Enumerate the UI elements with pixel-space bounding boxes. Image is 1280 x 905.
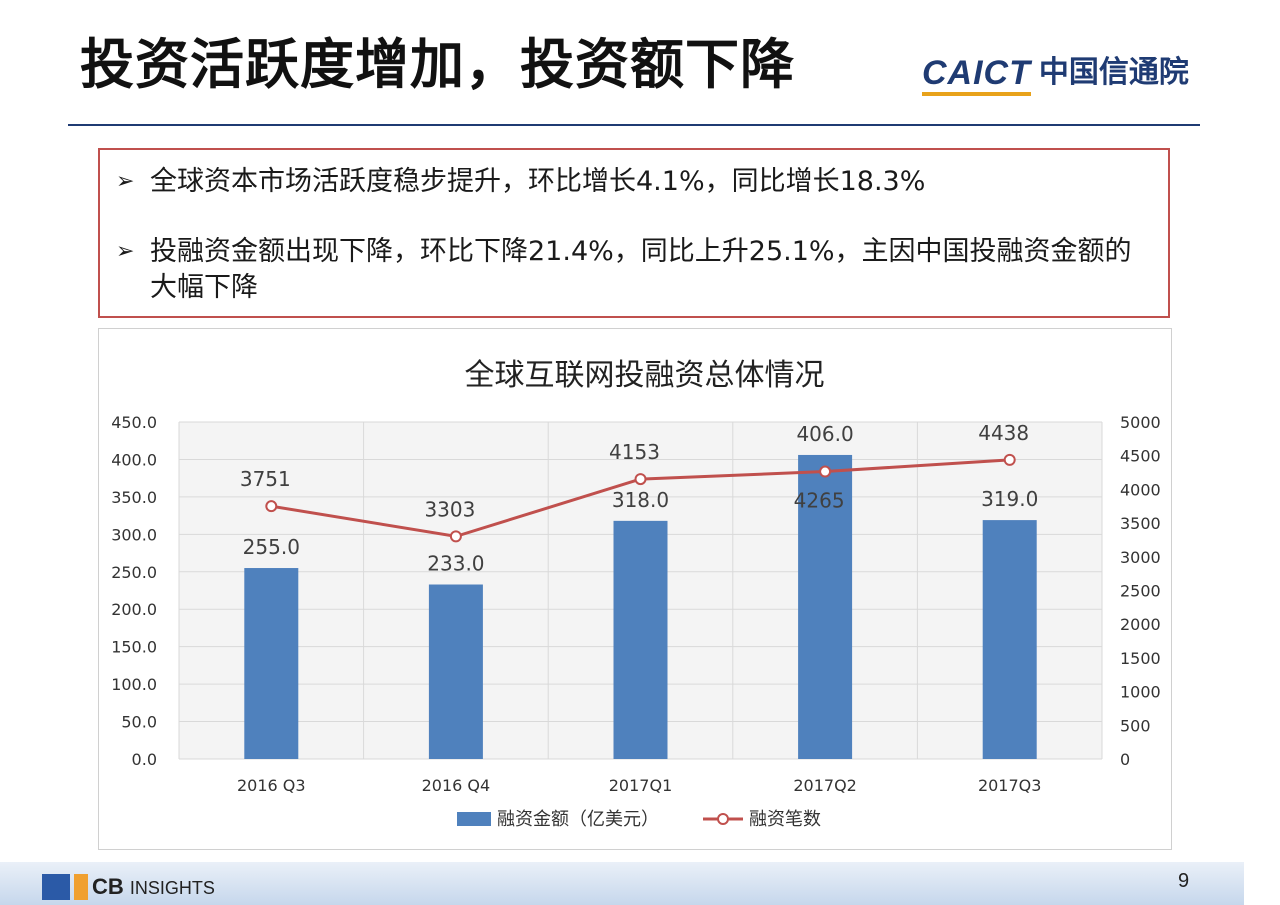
bar xyxy=(613,520,668,759)
y-right-tick-label: 1000 xyxy=(1120,683,1161,702)
x-tick-label: 2017Q2 xyxy=(793,776,857,795)
cb-logo-subtext: INSIGHTS xyxy=(129,878,215,898)
cb-logo-mark-icon xyxy=(42,874,70,900)
x-tick-label: 2016 Q3 xyxy=(237,776,306,795)
line-point xyxy=(265,500,278,513)
y-right-tick-label: 2500 xyxy=(1120,582,1161,601)
y-left-tick-label: 250.0 xyxy=(111,563,157,582)
line-point xyxy=(819,465,832,478)
line-data-label: 3751 xyxy=(240,467,291,491)
y-left-tick-label: 100.0 xyxy=(111,675,157,694)
legend-marker-line xyxy=(717,813,729,825)
chart-panel: 全球互联网投融资总体情况 0.0 50.0 100.0 150.0 200.0 250.0 3… xyxy=(98,328,1172,850)
logo-cn-text: 中国信通院 xyxy=(1038,55,1189,90)
line-data-label: 4265 xyxy=(794,489,845,513)
bar xyxy=(428,584,483,759)
caict-logo: CAICT 中国信通院 xyxy=(922,55,1189,100)
bullet-text: 全球资本市场活跃度稳步提升，环比增长4.1%，同比增长18.3% xyxy=(150,166,926,197)
bullet-text: 投融资金额出现下降，环比下降21.4%，同比上升25.1%，主因中国投融资金额的… xyxy=(150,236,1132,303)
bullet-arrow-icon: ➢ xyxy=(116,239,135,264)
bar xyxy=(798,454,853,759)
legend-label-bar: 融资金额（亿美元） xyxy=(497,809,659,830)
page-title: 投资活跃度增加，投资额下降 xyxy=(80,33,795,96)
line-data-label: 4438 xyxy=(978,421,1029,445)
bar-data-label: 319.0 xyxy=(981,487,1038,511)
y-left-tick-label: 450.0 xyxy=(111,413,157,432)
bar-data-label: 318.0 xyxy=(612,488,669,512)
y-right-tick-label: 4000 xyxy=(1120,480,1161,499)
line-point xyxy=(449,530,462,543)
chart-title: 全球互联网投融资总体情况 xyxy=(465,358,825,393)
y-right-tick-label: 3000 xyxy=(1120,548,1161,567)
line-data-label: 4153 xyxy=(609,440,660,464)
bullet-item: ➢ 投融资金额出现下降，环比下降21.4%，同比上升25.1%，主因中国投融资金… xyxy=(116,234,1140,306)
y-left-tick-label: 150.0 xyxy=(111,638,157,657)
y-right-tick-label: 3500 xyxy=(1120,514,1161,533)
x-tick-label: 2017Q3 xyxy=(978,776,1041,795)
y-right-tick-label: 0 xyxy=(1120,750,1130,769)
bar-data-label: 406.0 xyxy=(796,422,853,446)
bullet-item: ➢ 全球资本市场活跃度稳步提升，环比增长4.1%，同比增长18.3% xyxy=(116,164,1140,200)
bar xyxy=(982,520,1037,759)
bar xyxy=(244,568,299,759)
page-number: 9 xyxy=(1178,870,1190,892)
y-right-tick-label: 1500 xyxy=(1120,649,1161,668)
bullet-arrow-icon: ➢ xyxy=(116,169,135,194)
footer-band xyxy=(0,862,1244,905)
y-left-tick-label: 200.0 xyxy=(111,600,157,619)
cb-logo-accent-icon xyxy=(74,874,88,900)
y-left-tick-label: 0.0 xyxy=(132,750,157,769)
y-left-tick-label: 400.0 xyxy=(111,450,157,469)
cb-insights-logo: CB INSIGHTS xyxy=(42,872,215,902)
combo-chart: 全球互联网投融资总体情况 0.0 50.0 100.0 150.0 200.0 250.0 3… xyxy=(111,358,1161,830)
summary-callout: ➢ 全球资本市场活跃度稳步提升，环比增长4.1%，同比增长18.3% ➢ 投融资… xyxy=(98,148,1170,318)
logo-en-text: CAICT xyxy=(922,56,1031,96)
legend-label-line: 融资笔数 xyxy=(749,809,821,830)
y-right-tick-label: 5000 xyxy=(1120,413,1161,432)
title-divider xyxy=(68,124,1200,126)
y-left-tick-label: 350.0 xyxy=(111,488,157,507)
line-point xyxy=(634,473,647,486)
x-tick-label: 2017Q1 xyxy=(609,776,673,795)
y-left-tick-label: 300.0 xyxy=(111,525,157,544)
y-right-tick-label: 2000 xyxy=(1120,615,1161,634)
legend-swatch-bar xyxy=(457,812,491,826)
line-point xyxy=(1003,453,1016,466)
y-right-tick-label: 500 xyxy=(1120,716,1151,735)
bar-data-label: 233.0 xyxy=(427,552,484,576)
cb-logo-text: CB xyxy=(92,874,124,899)
bar-data-label: 255.0 xyxy=(243,535,300,559)
x-tick-label: 2016 Q4 xyxy=(422,776,491,795)
y-left-tick-label: 50.0 xyxy=(121,713,157,732)
y-right-tick-label: 4500 xyxy=(1120,447,1161,466)
line-data-label: 3303 xyxy=(424,497,475,521)
